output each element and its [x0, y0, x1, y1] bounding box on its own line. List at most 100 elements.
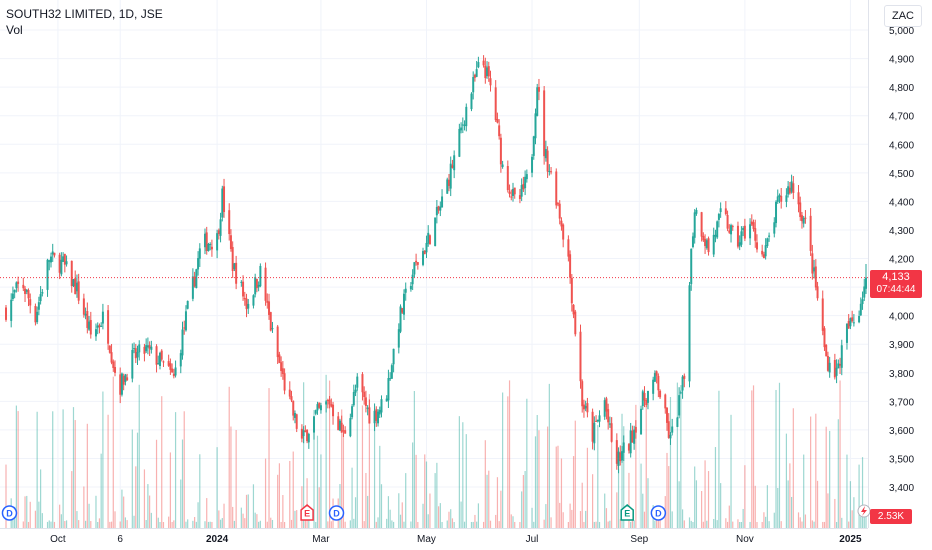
- candle-body: [216, 233, 218, 250]
- candle-body: [810, 216, 812, 251]
- candle-body: [829, 363, 831, 373]
- candle-body: [207, 244, 209, 251]
- volume-bar: [78, 520, 79, 528]
- candle-body: [458, 129, 460, 157]
- candle-body: [633, 430, 635, 444]
- y-tick-label: 4,200: [889, 255, 914, 266]
- candle-body: [678, 395, 680, 415]
- candle-body: [813, 267, 815, 271]
- candle-body: [647, 391, 649, 403]
- candle-body: [692, 236, 694, 247]
- volume-bar: [526, 399, 527, 528]
- volume-bar: [647, 478, 648, 528]
- volume-bar: [159, 522, 160, 528]
- volume-bar: [606, 508, 607, 528]
- volume-bar: [95, 496, 96, 528]
- volume-bar: [204, 521, 205, 528]
- candle-body: [161, 351, 163, 360]
- volume-bar: [582, 483, 583, 528]
- candle-body: [192, 276, 194, 298]
- volume-bar: [791, 497, 792, 528]
- volume-bar: [810, 417, 811, 528]
- candle-body: [377, 412, 379, 424]
- candle-body: [654, 373, 656, 382]
- volume-bar: [101, 454, 102, 528]
- volume-bar: [805, 515, 806, 528]
- candle-body: [483, 61, 485, 66]
- candle-body: [258, 285, 260, 287]
- candle-body: [533, 136, 535, 155]
- volume-bar: [679, 481, 680, 528]
- volume-bar: [511, 514, 512, 528]
- volume-bar: [113, 377, 114, 528]
- candle-body: [862, 299, 864, 304]
- currency-button[interactable]: ZAC: [884, 5, 922, 27]
- volume-bar: [436, 463, 437, 528]
- candle-body: [363, 392, 365, 397]
- candle-body: [488, 66, 490, 76]
- volume-bar: [218, 510, 219, 528]
- volume-bar: [87, 424, 88, 528]
- volume-bar: [28, 522, 29, 528]
- volume-bar: [317, 436, 318, 528]
- volume-bar: [114, 511, 115, 528]
- volume-bar: [846, 455, 847, 528]
- volume-bar: [272, 520, 273, 528]
- volume-legend[interactable]: Vol: [6, 22, 163, 38]
- candle-body: [460, 128, 462, 131]
- candle-body: [668, 421, 670, 438]
- volume-bar: [296, 510, 297, 528]
- volume-bar: [267, 522, 268, 528]
- candle-body: [765, 245, 767, 256]
- volume-bar: [71, 471, 72, 528]
- candle-body: [389, 378, 391, 379]
- candle-body: [259, 266, 261, 286]
- candle-body: [860, 304, 862, 315]
- volume-bar: [464, 522, 465, 528]
- volume-bar: [452, 518, 453, 528]
- symbol-title[interactable]: SOUTH32 LIMITED, 1D, JSE: [6, 6, 163, 22]
- volume-bar: [388, 496, 389, 528]
- y-tick-label: 3,600: [889, 426, 914, 437]
- volume-bar: [549, 384, 550, 528]
- volume-bar: [644, 512, 645, 528]
- candle-body: [332, 405, 334, 416]
- volume-bar: [303, 382, 304, 528]
- candle-body: [131, 350, 133, 379]
- volume-bar: [838, 419, 839, 528]
- volume-bar: [768, 521, 769, 528]
- volume-bar: [199, 454, 200, 528]
- candle-body: [827, 356, 829, 371]
- candle-body: [450, 164, 452, 189]
- volume-bar: [575, 421, 576, 528]
- volume-bar: [798, 512, 799, 528]
- volume-bar: [587, 448, 588, 528]
- candle-body: [53, 253, 55, 256]
- candle-body: [701, 212, 703, 236]
- volume-bar: [499, 521, 500, 528]
- volume-bar: [355, 497, 356, 528]
- candle-body: [725, 208, 727, 214]
- volume-bar: [666, 453, 667, 528]
- candle-body: [694, 212, 696, 237]
- volume-bar: [277, 475, 278, 528]
- volume-bar: [223, 504, 224, 528]
- candle-body: [798, 192, 800, 204]
- candle-body: [531, 157, 533, 173]
- candle-body: [209, 244, 211, 245]
- volume-bar: [789, 463, 790, 528]
- y-tick-label: 4,500: [889, 169, 914, 180]
- volume-bar: [24, 496, 25, 528]
- volume-bar: [538, 430, 539, 528]
- volume-bar: [640, 464, 641, 528]
- candle-body: [121, 374, 123, 395]
- event-marker-label: E: [624, 509, 630, 519]
- candle-body: [609, 423, 611, 424]
- candle-body: [689, 285, 691, 381]
- volume-bar: [379, 446, 380, 528]
- candle-body: [682, 377, 684, 391]
- candle-body: [848, 321, 850, 329]
- volume-bar: [367, 496, 368, 528]
